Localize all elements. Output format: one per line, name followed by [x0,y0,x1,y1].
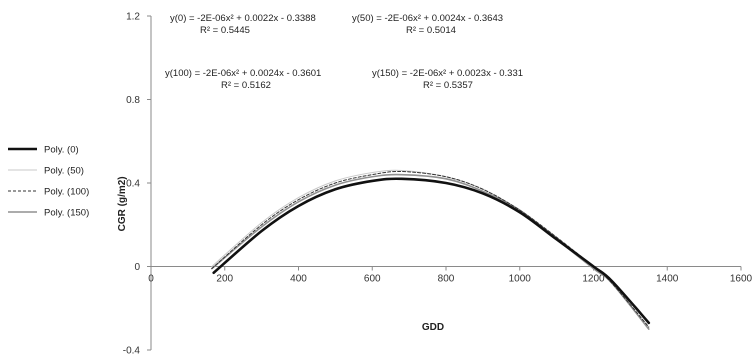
annotation-r2-1: R² = 0.5014 [406,25,456,36]
x-tick-label: 1400 [656,274,679,285]
annotation-eq-0: y(0) = -2E-06x² + 0.0022x - 0.3388 [170,13,316,24]
equation-annotations: y(0) = -2E-06x² + 0.0022x - 0.3388 R² = … [165,13,523,91]
annotation-eq-2: y(100) = -2E-06x² + 0.0024x - 0.3601 [165,68,321,79]
annotation-eq-3: y(150) = -2E-06x² + 0.0023x - 0.331 [372,68,523,79]
x-tick-label: 800 [438,274,455,285]
legend-label-3: Poly. (150) [44,208,89,219]
y-tick-label: 0.4 [126,179,140,190]
series-line-2 [211,170,650,328]
annotation-r2-0: R² = 0.5445 [200,25,250,36]
annotation-eq-1: y(50) = -2E-06x² + 0.0024x - 0.3643 [352,13,503,24]
legend-label-2: Poly. (100) [44,187,89,198]
x-axis-title: GDD [422,322,444,333]
series-line-3 [211,173,650,330]
y-tick-label: -0.4 [123,346,141,357]
x-tick-label: 1200 [582,274,605,285]
annotation-r2-3: R² = 0.5357 [423,80,473,91]
series-line-0 [212,177,651,325]
x-tick-label: 200 [216,274,233,285]
x-tick-label: 400 [290,274,307,285]
y-tick-label: 0.8 [126,95,140,106]
y-tick-label: 1.2 [126,12,140,23]
y-axis-title: CGR (g/m2) [117,176,128,231]
y-tick-label: 0 [134,262,140,273]
legend-label-1: Poly. (50) [44,166,84,177]
x-tick-label: 1000 [509,274,532,285]
x-tick-label: 0 [148,274,154,285]
x-tick-label: 1600 [730,274,753,285]
x-tick-label: 600 [364,274,381,285]
axes: 0 200 400 600 800 1000 1200 1400 1600 -0.4 0 0.4 0.8… [117,12,753,357]
legend-label-0: Poly. (0) [44,145,79,156]
series-line-1 [211,169,650,330]
annotation-r2-2: R² = 0.5162 [221,80,271,91]
series-lines [211,169,651,330]
legend: Poly. (0) Poly. (50) Poly. (100) Poly. (150… [8,145,89,219]
